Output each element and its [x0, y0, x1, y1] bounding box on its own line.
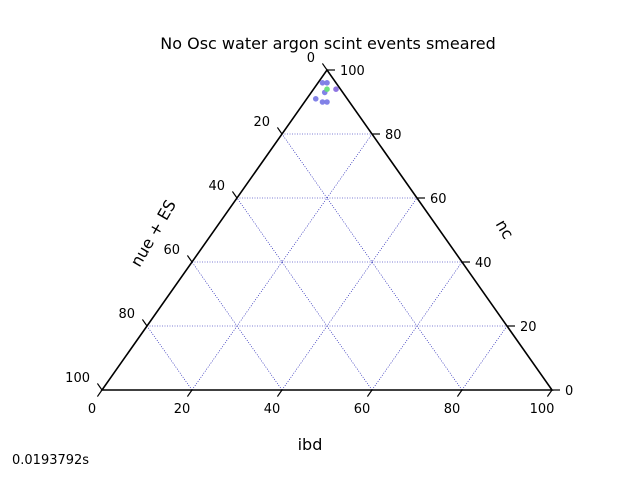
bottom-axis-label: ibd: [298, 435, 323, 454]
data-point: [324, 80, 330, 86]
right-tick-label: 100: [340, 64, 365, 79]
data-point: [324, 99, 330, 105]
chart-title: No Osc water argon scint events smeared: [160, 34, 495, 53]
right-tick-label: 20: [520, 320, 537, 335]
right-tick-label: 40: [475, 256, 492, 271]
grid-line-ibd: [371, 261, 463, 391]
left-tick: [321, 63, 328, 71]
grid-line-nue-es: [281, 133, 463, 391]
data-point: [319, 99, 326, 105]
left-tick-label: 60: [163, 243, 180, 258]
timing-label: 0.0193792s: [12, 453, 89, 468]
bottom-tick: [276, 389, 283, 397]
bottom-tick-label: 100: [530, 402, 555, 417]
grid-line-nue-es: [236, 197, 373, 391]
right-tick-label: 80: [385, 128, 402, 143]
bottom-tick: [546, 389, 553, 397]
left-tick: [276, 127, 283, 135]
triangle-frame: [100, 68, 554, 391]
bottom-tick-label: 60: [354, 402, 371, 417]
data-points: [312, 80, 339, 105]
left-tick: [141, 319, 148, 327]
left-tick-label: 80: [118, 307, 135, 322]
left-tick: [186, 255, 193, 263]
bottom-tick-label: 20: [174, 402, 191, 417]
right-axis-label: nc: [492, 216, 518, 242]
left-tick-label: 40: [208, 179, 225, 194]
tick-marks: 0 20 40 60 80 100 100 80 60 40 20 0 0 20 40 60 80 100: [65, 51, 573, 417]
bottom-tick: [366, 389, 373, 397]
grid-line-ibd: [281, 197, 418, 391]
data-point: [319, 80, 326, 86]
grid-lines: [146, 133, 508, 391]
bottom-tick: [96, 389, 103, 397]
right-tick-label: 60: [430, 192, 447, 207]
left-tick-label: 100: [65, 371, 90, 386]
left-axis-label: nue + ES: [127, 196, 180, 270]
left-tick: [231, 191, 238, 199]
bottom-tick-label: 80: [444, 402, 461, 417]
triangle-outline: [100, 68, 554, 391]
grid-line-nue-es: [191, 261, 283, 391]
grid-line-nue-es: [146, 325, 193, 391]
bottom-tick: [186, 389, 193, 397]
grid-line-ibd: [191, 133, 373, 391]
grid-line-ibd: [461, 325, 508, 391]
bottom-tick-label: 40: [264, 402, 281, 417]
left-tick-label: 0: [307, 51, 315, 66]
bottom-tick: [456, 389, 463, 397]
left-tick-label: 20: [253, 115, 270, 130]
left-tick: [96, 383, 103, 391]
bottom-tick-label: 0: [88, 402, 96, 417]
right-tick-label: 0: [565, 384, 573, 399]
data-point: [312, 96, 319, 102]
data-point: [324, 86, 330, 92]
data-point: [333, 86, 339, 92]
